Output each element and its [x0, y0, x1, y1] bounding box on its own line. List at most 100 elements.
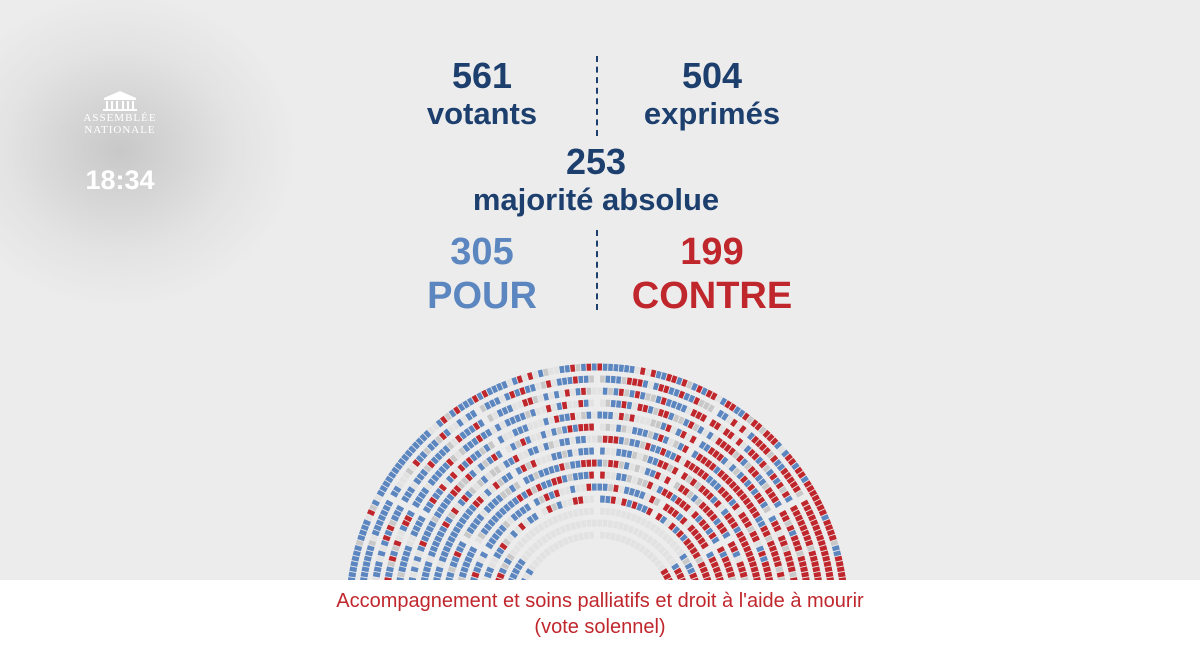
hemicycle-seat	[404, 449, 413, 458]
hemicycle-seat	[675, 402, 683, 411]
hemicycle-seat	[766, 433, 775, 442]
hemicycle-seat	[694, 514, 703, 523]
hemicycle-seat	[766, 540, 776, 548]
hemicycle-seat	[736, 561, 745, 568]
hemicycle-seat	[700, 456, 708, 465]
hemicycle-seat	[453, 406, 461, 415]
hemicycle-seat	[483, 488, 492, 497]
hemicycle-seat	[623, 437, 630, 446]
hemicycle-seat	[494, 423, 502, 432]
hemicycle-seat	[713, 499, 722, 508]
hemicycle-seat	[449, 471, 458, 480]
hemicycle-seat	[655, 395, 662, 404]
hemicycle-seat	[811, 494, 820, 502]
assemblee-nationale-logo: ASSEMBLÉE NATIONALE	[70, 90, 170, 136]
hemicycle-seat	[435, 566, 444, 573]
hemicycle-seat	[747, 465, 756, 474]
hemicycle-seat	[435, 487, 444, 496]
hemicycle-seat	[414, 520, 424, 528]
hemicycle-seat	[408, 463, 418, 472]
hemicycle-seat	[762, 446, 771, 456]
hemicycle-seat	[430, 515, 440, 524]
hemicycle-seat	[556, 501, 563, 510]
hemicycle-seat	[471, 437, 479, 446]
hemicycle-seat	[473, 566, 482, 574]
hemicycle-seat	[723, 561, 732, 568]
hemicycle-seat	[635, 515, 643, 524]
hemicycle-seat	[413, 555, 422, 563]
hemicycle-seat	[797, 471, 806, 479]
hemicycle-seat	[485, 566, 495, 574]
hemicycle-seat	[659, 473, 667, 483]
hemicycle-seat	[719, 397, 728, 406]
hemicycle-seat	[786, 560, 795, 568]
hemicycle-seat	[806, 545, 815, 552]
hemicycle-seat	[632, 527, 640, 536]
hemicycle-seat	[569, 461, 576, 469]
hemicycle-seat	[511, 402, 519, 411]
hemicycle-seat	[713, 482, 722, 491]
hemicycle-seat	[695, 411, 703, 420]
hemicycle-seat	[741, 516, 750, 524]
hemicycle-seat	[578, 508, 584, 517]
hemicycle-seat	[615, 497, 622, 505]
hemicycle-seat	[387, 560, 396, 568]
hemicycle-seat	[687, 420, 695, 430]
hemicycle-seat	[710, 434, 719, 443]
hemicycle-seat	[690, 528, 700, 537]
hemicycle-seat	[666, 464, 674, 473]
hemicycle-seat	[377, 514, 387, 522]
hemicycle-seat	[461, 512, 471, 521]
hemicycle-seat	[443, 428, 452, 437]
hemicycle-seat	[481, 389, 489, 398]
hemicycle-seat	[438, 465, 447, 474]
hemicycle-seat	[393, 509, 402, 517]
hemicycle-seat	[516, 540, 525, 549]
hemicycle-seat	[464, 473, 473, 482]
hemicycle-seat	[369, 534, 378, 542]
hemicycle-seat	[366, 509, 376, 517]
hemicycle-seat	[436, 561, 446, 568]
hemicycle-seat	[664, 449, 672, 459]
hemicycle-seat	[476, 478, 485, 488]
hemicycle-seat	[487, 518, 496, 527]
hemicycle-seat	[545, 454, 553, 463]
hemicycle-seat	[506, 533, 515, 542]
hemicycle-seat	[501, 475, 509, 484]
hemicycle-seat	[445, 458, 455, 467]
hemicycle-seat	[678, 390, 686, 399]
hemicycle-seat	[465, 508, 474, 517]
hemicycle-seat	[483, 443, 491, 453]
hemicycle-seat	[553, 439, 560, 448]
hemicycle-seat	[540, 507, 549, 516]
hemicycle-seat	[543, 467, 550, 476]
hemicycle-seat	[366, 545, 375, 552]
hemicycle-seat	[480, 527, 489, 536]
hemicycle-seat	[489, 425, 498, 435]
hemicycle-seat	[550, 428, 558, 436]
hemicycle-seat	[709, 513, 718, 522]
hemicycle-seat	[738, 566, 747, 573]
hemicycle-seat	[457, 480, 466, 490]
clock: 18:34	[85, 165, 155, 195]
hemicycle-seat	[514, 388, 521, 397]
hemicycle-seat	[803, 480, 812, 488]
hemicycle-seat	[539, 551, 548, 560]
hemicycle-seat	[684, 562, 693, 570]
hemicycle-seat	[542, 520, 550, 529]
hemicycle-seat	[730, 418, 738, 427]
hemicycle-seat	[615, 533, 622, 542]
hemicycle-seat	[552, 541, 560, 551]
hemicycle-seat	[360, 524, 369, 531]
hemicycle-seat	[610, 532, 616, 541]
hemicycle-seat	[670, 400, 678, 409]
exprimes-value: 504	[681, 55, 743, 96]
hemicycle-seat	[620, 510, 627, 519]
hemicycle-seat	[488, 537, 497, 545]
hemicycle-seat	[762, 464, 771, 473]
hemicycle-seat	[374, 494, 383, 502]
hemicycle-seat	[710, 561, 719, 569]
hemicycle-seat	[739, 571, 748, 578]
hemicycle-seat	[659, 515, 668, 525]
hemicycle-seat	[442, 497, 452, 506]
